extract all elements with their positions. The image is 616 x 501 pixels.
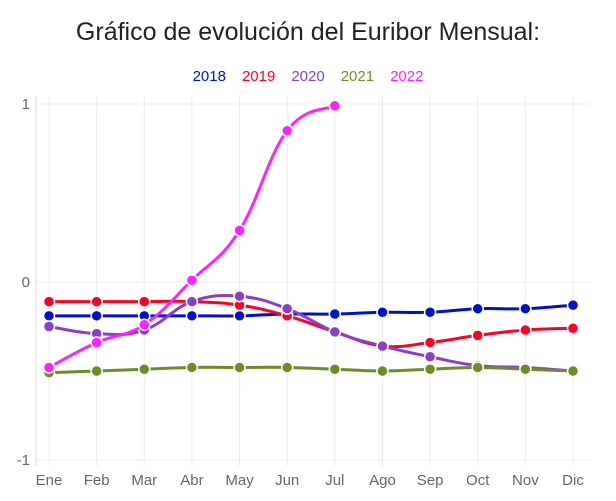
data-point-2018 [423, 306, 437, 319]
y-tick-label: -1 [17, 452, 30, 469]
data-point-2021 [90, 364, 103, 378]
x-tick-label: Nov [512, 472, 539, 489]
legend-item-2018[interactable]: 2018 [192, 68, 226, 85]
data-point-2019 [138, 295, 151, 308]
data-point-2021 [185, 361, 199, 374]
x-tick-label: Mar [131, 472, 157, 489]
legend-item-2022[interactable]: 2022 [390, 68, 424, 85]
data-point-2019 [519, 323, 532, 337]
data-point-2020 [42, 320, 56, 333]
data-point-2020 [280, 302, 294, 315]
data-point-2020 [185, 295, 199, 308]
x-tick-label: Jul [325, 472, 344, 489]
x-tick-label: Jun [275, 472, 299, 489]
legend-item-2019[interactable]: 2019 [241, 68, 276, 85]
data-point-2020 [423, 350, 437, 364]
x-tick-label: Ene [36, 472, 63, 489]
x-tick-label: Abr [180, 472, 203, 489]
data-point-2018 [90, 309, 103, 323]
data-point-2018 [519, 302, 532, 315]
data-point-2022 [185, 273, 199, 287]
data-point-2019 [423, 336, 437, 349]
x-tick-label: Oct [466, 472, 490, 489]
data-point-2021 [280, 361, 294, 374]
x-tick-label: Dic [562, 472, 584, 489]
data-point-2021 [471, 361, 484, 374]
data-point-2022 [42, 361, 56, 374]
data-point-2020 [233, 289, 246, 303]
x-tick-label: May [225, 472, 254, 489]
data-point-2018 [185, 309, 199, 323]
data-point-2021 [376, 364, 389, 378]
data-point-2018 [566, 298, 580, 312]
data-point-2022 [138, 318, 151, 331]
data-point-2022 [280, 124, 294, 137]
legend-item-2020[interactable]: 2020 [291, 68, 325, 85]
data-point-2019 [566, 322, 580, 335]
x-tick-label: Feb [84, 472, 110, 489]
data-point-2019 [90, 295, 103, 308]
data-point-2021 [138, 362, 151, 376]
data-point-2021 [328, 362, 342, 376]
data-point-2022 [328, 99, 342, 113]
data-point-2022 [233, 224, 246, 237]
chart-title: Gráfico de evolución del Euribor Mensual… [75, 18, 541, 46]
y-tick-label: 0 [22, 274, 30, 291]
legend-item-2021[interactable]: 2021 [340, 68, 375, 85]
data-point-2019 [471, 329, 484, 342]
y-tick-label: 1 [22, 96, 30, 113]
data-point-2018 [42, 309, 56, 323]
series-line-2018 [49, 303, 574, 318]
x-tick-label: Ago [369, 472, 396, 489]
data-point-2018 [376, 306, 389, 319]
data-point-2021 [233, 361, 246, 374]
series-line-2021 [48, 365, 574, 375]
x-tick-label: Sep [417, 472, 444, 489]
data-point-2019 [42, 295, 56, 308]
data-point-2018 [471, 302, 484, 315]
data-point-2018 [233, 309, 246, 323]
data-point-2021 [519, 362, 532, 376]
data-point-2021 [423, 362, 437, 376]
data-point-2020 [376, 339, 389, 353]
data-point-2018 [328, 307, 342, 321]
data-point-2021 [566, 364, 580, 378]
data-point-2020 [328, 325, 342, 339]
data-point-2022 [90, 336, 103, 349]
legend: 2018 2019 2020 2021 2022 [0, 68, 616, 85]
